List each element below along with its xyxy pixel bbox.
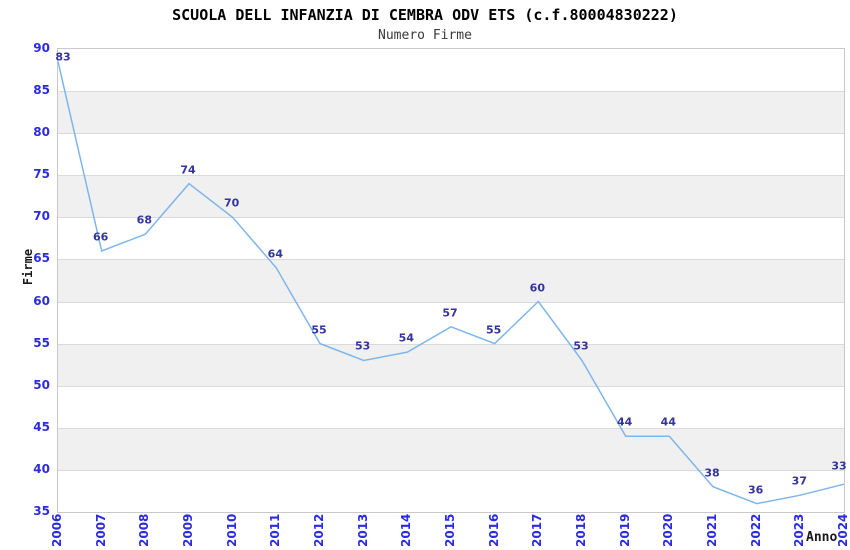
gridline [58,217,844,218]
x-tick-label: 2008 [137,513,152,547]
gridline [58,344,844,345]
point-label: 64 [267,247,283,261]
x-tick-label: 2024 [836,513,850,547]
x-tick-label: 2018 [574,513,588,547]
point-label: 55 [486,323,502,337]
point-label: 70 [224,196,240,210]
y-tick-label: 80 [33,125,50,140]
x-tick-label: 2010 [224,513,239,547]
point-label: 33 [831,459,847,473]
x-tick-label: 2013 [355,513,370,547]
x-tick-label: 2014 [399,513,414,547]
firme-line-series [57,61,845,505]
grid-band [58,427,844,470]
y-tick-label: 45 [33,419,50,434]
x-tick-label: 2007 [93,513,108,547]
y-tick-label: 50 [33,377,50,392]
gridline [58,302,844,303]
chart-title: SCUOLA DELL INFANZIA DI CEMBRA ODV ETS (… [172,6,678,24]
x-tick-label: 2020 [661,513,676,547]
x-tick-label: 2006 [50,513,64,547]
x-tick-label: 2022 [748,513,763,547]
gridline [58,470,844,471]
point-label: 74 [180,163,196,177]
x-tick-label: 2011 [268,513,283,547]
point-label: 54 [398,331,414,345]
x-tick-label: 2016 [486,513,501,547]
y-tick-label: 75 [33,167,50,182]
x-tick-label: 2017 [530,513,545,547]
grid-band [58,343,844,386]
point-label: 66 [93,230,109,244]
x-tick-label: 2009 [181,513,195,547]
x-tick-label: 2015 [443,513,457,547]
y-tick-label: 40 [33,461,50,476]
point-label: 37 [791,474,807,488]
plot-area [57,48,845,513]
grid-band [58,259,844,302]
gridline [58,133,844,134]
gridline [58,386,844,387]
y-tick-label: 65 [33,251,50,266]
line-path [57,61,845,505]
point-label: 44 [617,415,633,429]
y-tick-label: 35 [33,504,50,518]
x-tick-label: 2012 [312,513,326,547]
point-label: 53 [355,339,371,353]
point-label: 60 [529,281,545,295]
y-tick-label: 55 [33,335,50,350]
x-tick-label: 2021 [705,513,719,547]
point-label: 55 [311,323,327,337]
y-tick-label: 85 [33,83,50,98]
point-label: 68 [136,213,152,227]
point-label: 44 [660,415,676,429]
point-label: 53 [573,339,589,353]
y-tick-label: 70 [33,209,50,224]
x-tick-label: 2023 [792,513,807,547]
gridline [58,259,844,260]
grid-band [58,175,844,218]
point-label: 57 [442,306,458,320]
gridline [58,175,844,176]
point-label: 83 [55,50,71,64]
x-tick-label: 2019 [617,513,632,547]
chart-subtitle: Numero Firme [378,28,472,43]
y-tick-label: 60 [33,293,50,308]
gridline [58,428,844,429]
point-label: 38 [704,466,720,480]
point-label: 36 [748,483,764,497]
y-tick-label: 90 [33,41,50,55]
grid-band [58,91,844,134]
gridline [58,91,844,92]
x-axis-title: Anno [806,530,838,545]
